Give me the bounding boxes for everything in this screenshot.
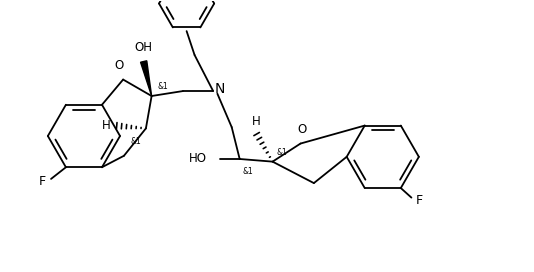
Text: &1: &1 xyxy=(243,167,254,176)
Text: &1: &1 xyxy=(131,137,142,146)
Polygon shape xyxy=(140,61,152,96)
Text: &1: &1 xyxy=(158,82,169,91)
Text: O: O xyxy=(114,59,123,72)
Text: F: F xyxy=(415,194,423,207)
Text: OH: OH xyxy=(135,41,153,54)
Text: &1: &1 xyxy=(277,149,288,157)
Text: H: H xyxy=(101,119,111,132)
Text: F: F xyxy=(38,175,46,188)
Text: O: O xyxy=(297,123,306,136)
Text: N: N xyxy=(215,82,225,96)
Text: HO: HO xyxy=(189,153,207,165)
Text: H: H xyxy=(252,115,261,128)
